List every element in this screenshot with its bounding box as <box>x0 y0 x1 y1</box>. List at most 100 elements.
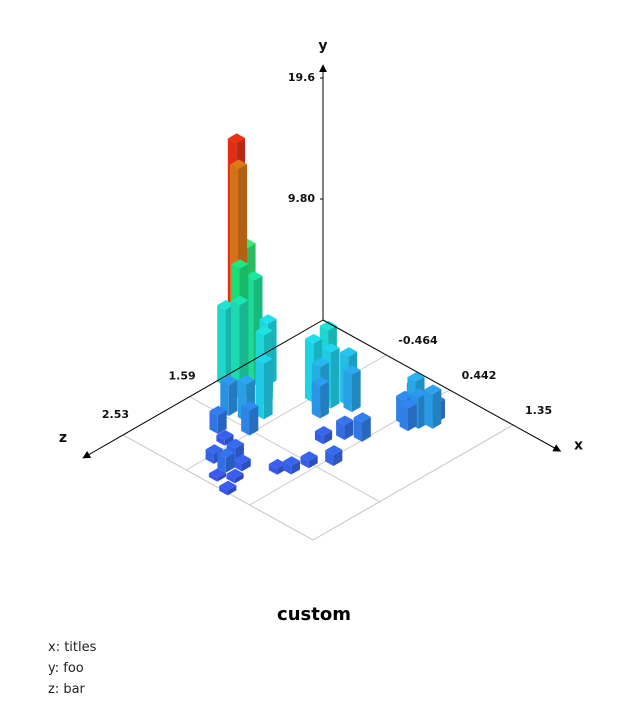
x-axis-label: x <box>574 437 583 453</box>
bar <box>300 451 318 469</box>
footnote: y: foo <box>48 661 84 676</box>
bar-side <box>432 389 442 429</box>
bar-side <box>333 449 343 466</box>
footnote: x: titles <box>48 640 97 655</box>
bar-side <box>407 403 417 432</box>
bar <box>226 468 244 484</box>
bar-front <box>241 406 250 436</box>
bar-side <box>344 420 354 440</box>
bar-front <box>314 431 324 445</box>
bar-top <box>205 444 223 454</box>
bar-front <box>208 473 218 482</box>
bar-top <box>300 451 318 461</box>
chart-title: custom <box>277 604 351 625</box>
bar-front <box>399 404 408 432</box>
bar-top <box>231 259 249 270</box>
bar-top <box>217 300 235 310</box>
bar-top <box>255 354 273 364</box>
y-tick-label: 9.80 <box>288 192 315 205</box>
bar-top <box>424 384 442 395</box>
bar <box>219 480 237 496</box>
bar-top <box>220 375 238 386</box>
bar-front <box>217 305 226 387</box>
bar-top <box>410 388 428 399</box>
z-axis-label: z <box>59 430 67 446</box>
grid-line <box>312 424 514 541</box>
z-axis <box>82 319 324 459</box>
bar-top <box>237 374 255 385</box>
bar-top <box>322 343 340 353</box>
bar <box>353 412 371 442</box>
bar <box>231 295 249 398</box>
bar-top <box>311 357 330 368</box>
bar <box>216 429 234 446</box>
bar-top <box>226 438 244 449</box>
bar-side <box>291 460 301 475</box>
bar-front <box>233 459 242 472</box>
bar-top <box>314 425 333 436</box>
bar-front <box>282 461 292 475</box>
bar-top <box>268 458 286 469</box>
bar-top <box>241 401 259 411</box>
bar <box>343 365 361 413</box>
grid-line <box>122 434 314 541</box>
bar-top <box>353 412 371 422</box>
bar-side <box>217 410 227 435</box>
bar <box>399 399 417 432</box>
bar-top <box>233 454 251 464</box>
bar-top <box>245 271 263 281</box>
bar <box>233 454 251 472</box>
bar-top <box>217 448 235 458</box>
bar-side <box>320 381 329 419</box>
bar-top <box>336 415 354 426</box>
bar-front <box>231 300 240 398</box>
bar-front <box>217 453 226 473</box>
bar-top <box>311 376 329 387</box>
bar-front <box>219 485 228 496</box>
bar-top <box>208 468 227 478</box>
bar <box>255 354 273 420</box>
bar-top <box>216 429 234 440</box>
bar-top <box>231 295 249 306</box>
bar <box>282 456 301 475</box>
bar-side <box>249 405 259 436</box>
bar-top <box>282 456 301 466</box>
bar <box>217 448 235 473</box>
bar <box>220 375 238 416</box>
bar-front <box>424 389 433 429</box>
bar-top <box>219 480 237 491</box>
bar-top <box>229 159 248 170</box>
bar-side <box>362 416 371 442</box>
bar-front <box>216 435 225 446</box>
bar-top <box>343 365 361 376</box>
bar-top <box>340 347 358 357</box>
bar <box>314 425 333 445</box>
bar-front <box>255 359 264 420</box>
bar-top <box>209 405 227 416</box>
bar <box>209 405 227 435</box>
x-tick-label: 0.442 <box>462 369 497 382</box>
bar-side <box>330 347 340 409</box>
x-tick-label: 1.35 <box>525 404 552 417</box>
y-tick-label: 19.6 <box>288 71 315 84</box>
bar-top <box>396 390 414 401</box>
x-axis <box>322 319 562 452</box>
bar-top <box>227 133 245 144</box>
bar-side <box>227 485 237 496</box>
z-tick-label: 2.53 <box>102 408 129 421</box>
bar-top <box>407 372 425 382</box>
bar <box>208 468 227 482</box>
bar-top <box>304 333 323 344</box>
bar-side <box>224 434 234 446</box>
x-tick-label: -0.464 <box>398 334 438 347</box>
bar-top <box>319 320 337 331</box>
bar-front <box>205 449 214 464</box>
y-axis-label: y <box>318 38 327 54</box>
bar-front <box>304 338 314 403</box>
z-tick-label: 1.59 <box>169 370 196 383</box>
bar-side <box>323 430 333 445</box>
bar-front <box>209 410 218 435</box>
bars <box>205 133 445 496</box>
